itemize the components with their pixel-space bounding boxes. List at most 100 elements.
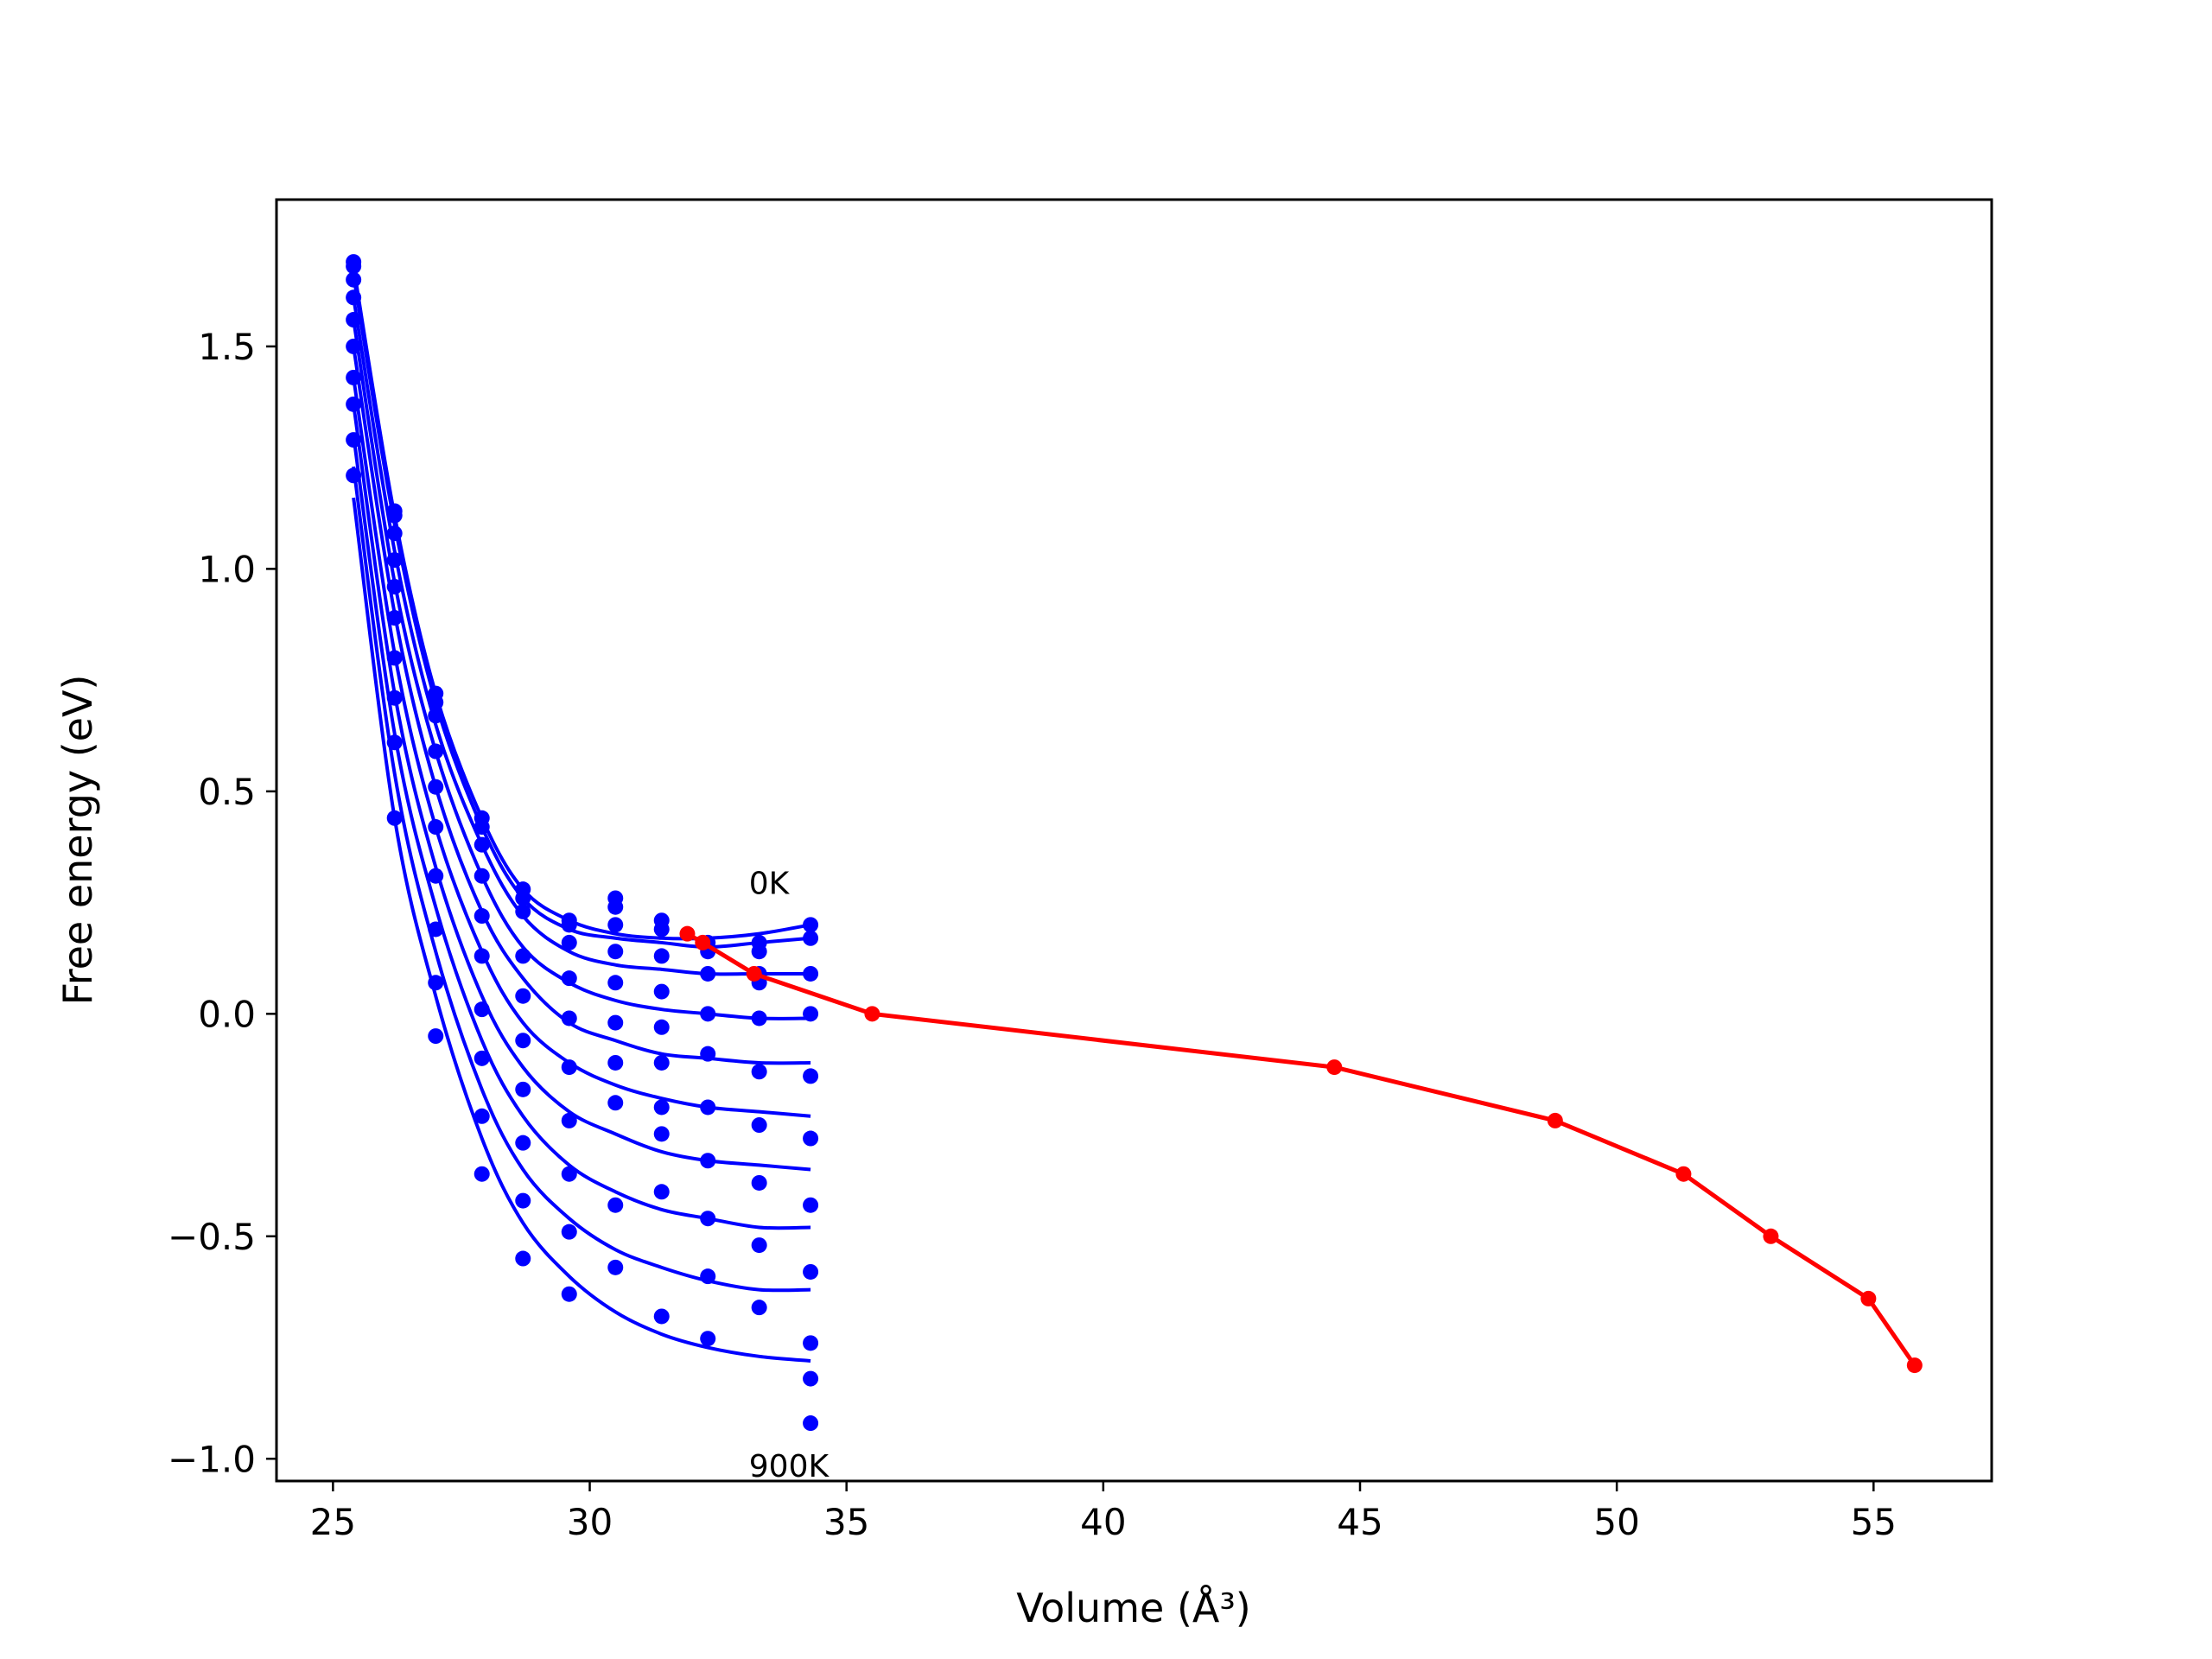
- x-axis-label: Volume (Å³): [1016, 1585, 1251, 1631]
- isotherm-data-point: [561, 1286, 577, 1302]
- isotherm-data-point: [700, 1153, 716, 1169]
- isotherm-data-point: [803, 917, 819, 933]
- isotherm-data-point: [607, 975, 624, 991]
- isotherm-data-point: [700, 1099, 716, 1116]
- isotherm-data-point: [386, 507, 403, 524]
- isotherm-data-point: [607, 899, 624, 915]
- minimum-path-point: [1675, 1166, 1692, 1182]
- isotherm-data-point: [803, 1130, 819, 1147]
- isotherm-data-point: [803, 1068, 819, 1084]
- isotherm-data-point: [515, 948, 531, 964]
- x-tick-label: 25: [310, 1501, 356, 1543]
- isotherm-data-point: [700, 1268, 716, 1285]
- minimum-path-point: [1860, 1290, 1877, 1306]
- isotherm-data-point: [607, 1259, 624, 1275]
- minimum-path-point: [864, 1006, 880, 1022]
- isotherm-data-point: [607, 1095, 624, 1111]
- isotherm-data-point: [607, 917, 624, 933]
- isotherm-data-point: [561, 1010, 577, 1027]
- y-tick-label: 0.5: [198, 771, 256, 813]
- tick-layer: 25 30 35 40 45 50 55 −1.0 −0.5 0.0 0.5 1.0 1.5 0K 900K: [168, 326, 1897, 1543]
- isotherm-data-point: [386, 525, 403, 542]
- y-tick-label: −1.0: [168, 1438, 256, 1480]
- isotherm-data-point: [428, 779, 444, 795]
- isotherm-data-point: [346, 312, 362, 328]
- isotherm-data-point: [607, 944, 624, 960]
- x-tick-label: 40: [1080, 1501, 1126, 1543]
- isotherm-data-point: [700, 1006, 716, 1022]
- isotherm-data-point: [561, 970, 577, 987]
- isotherm-data-point: [803, 1197, 819, 1213]
- temperature-annotation: 0K: [749, 866, 791, 901]
- isotherm-data-point: [653, 1308, 670, 1325]
- y-axis-label: Free energy (eV): [54, 675, 101, 1006]
- minimum-path-line: [686, 931, 1916, 1367]
- isotherm-data-point: [386, 810, 403, 826]
- isotherm-data-point: [653, 1019, 670, 1035]
- isotherm-data-point: [428, 868, 444, 884]
- isotherm-data-point: [751, 1174, 767, 1191]
- isotherm-data-point: [515, 1081, 531, 1097]
- isotherm-data-point: [653, 1184, 670, 1200]
- isotherm-data-point: [803, 1335, 819, 1351]
- isotherm-data-point: [803, 1415, 819, 1432]
- minimum-path-point: [1547, 1112, 1563, 1128]
- isotherm-data-point: [428, 743, 444, 760]
- minimum-path-point: [1906, 1357, 1923, 1374]
- isotherm-data-point: [386, 734, 403, 751]
- isotherm-data-point: [561, 1224, 577, 1240]
- isotherm-data-point: [803, 1263, 819, 1280]
- isotherm-data-point: [803, 965, 819, 982]
- y-tick-label: 0.0: [198, 993, 256, 1035]
- isotherm-data-point: [386, 578, 403, 594]
- isotherm-data-point: [561, 1059, 577, 1076]
- isotherm-data-point: [653, 1054, 670, 1071]
- isotherm-data-point: [346, 271, 362, 288]
- y-tick-label: 1.5: [198, 326, 256, 368]
- isotherm-data-point: [515, 890, 531, 906]
- isotherm-data-point: [561, 1166, 577, 1182]
- isotherm-data-point: [700, 1331, 716, 1347]
- isotherm-data-point: [346, 258, 362, 275]
- isotherm-data-point: [561, 917, 577, 933]
- isotherm-data-point: [346, 289, 362, 306]
- isotherm-data-point: [700, 965, 716, 982]
- isotherm-data-point: [474, 908, 490, 925]
- isotherm-data-point: [607, 1197, 624, 1213]
- isotherm-data-point: [751, 1237, 767, 1254]
- isotherm-data-point: [561, 934, 577, 950]
- isotherm-data-point: [653, 948, 670, 964]
- isotherm-data-point: [474, 819, 490, 836]
- isotherm-data-point: [386, 690, 403, 706]
- minimum-path-point: [695, 934, 711, 950]
- isotherm-data-point: [561, 1112, 577, 1128]
- isotherm-data-point: [346, 338, 362, 354]
- isotherm-data-point: [386, 552, 403, 569]
- isotherm-data-point: [346, 396, 362, 412]
- isotherm-data-point: [428, 708, 444, 724]
- isotherm-data-point: [515, 1033, 531, 1049]
- minimum-path-point: [1326, 1059, 1343, 1076]
- isotherm-data-point: [386, 650, 403, 666]
- isotherm-data-point: [346, 432, 362, 448]
- isotherm-data-point: [386, 610, 403, 626]
- isotherm-data-point: [474, 836, 490, 853]
- minimum-path-point: [746, 965, 762, 982]
- isotherm-data-point: [515, 988, 531, 1004]
- minimum-path-point: [1763, 1228, 1779, 1244]
- isotherm-data-point: [515, 1250, 531, 1267]
- isotherm-data-point: [474, 1108, 490, 1124]
- x-tick-label: 30: [567, 1501, 613, 1543]
- isotherm-data-point: [751, 944, 767, 960]
- isotherm-data-point: [607, 1014, 624, 1031]
- isotherm-data-point: [474, 1166, 490, 1182]
- isotherm-data-point: [474, 948, 490, 964]
- isotherm-data-point: [751, 1300, 767, 1316]
- isotherm-data-point: [515, 1135, 531, 1151]
- isotherm-data-point: [607, 1054, 624, 1071]
- isotherm-data-point: [653, 921, 670, 938]
- minimum-path-point: [679, 925, 696, 942]
- isotherm-data-point: [700, 1211, 716, 1227]
